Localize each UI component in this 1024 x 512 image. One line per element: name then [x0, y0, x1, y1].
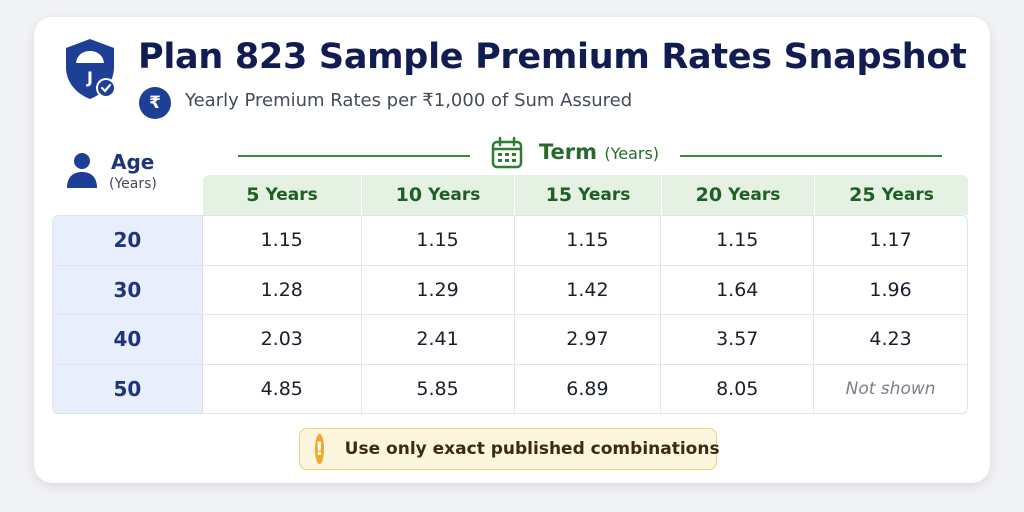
rate-cell: 4.23: [869, 328, 912, 351]
rate-cell: 8.05: [661, 364, 815, 413]
term-header-cell: 5 Years: [203, 175, 362, 215]
rate-cell: 1.15: [515, 216, 662, 265]
rate-cell: 1.15: [661, 216, 815, 265]
table-row: 30 1.28 1.29 1.42 1.64 1.96: [53, 265, 967, 315]
page-title: Plan 823 Sample Premium Rates Snapshot: [138, 37, 967, 77]
rate-cell: 1.15: [203, 216, 362, 265]
rate-cell: 1.42: [515, 265, 662, 314]
term-header-cell: 25 Years: [815, 175, 968, 215]
premium-rates-table: 20 1.15 1.15 1.15 1.15 1.17 30 1.28 1.29…: [52, 215, 968, 414]
term-header-value: 20: [695, 184, 723, 206]
rate-cell: 6.89: [515, 364, 662, 413]
term-header-cell: 15 Years: [515, 175, 662, 215]
term-divider-right: [680, 155, 942, 157]
warning-icon: !: [315, 434, 324, 464]
term-header-value: 25: [849, 184, 876, 206]
page-subtitle: Yearly Premium Rates per ₹1,000 of Sum A…: [185, 90, 633, 111]
age-cell: 40: [53, 315, 203, 364]
rate-cell: 1.15: [362, 216, 515, 265]
table-row: 40 2.03 2.41 2.97 3.57 4.23: [53, 315, 967, 365]
term-header-row: 5 Years 10 Years 15 Years 20 Years 25 Years: [203, 175, 968, 215]
rate-cell: 1.29: [362, 265, 515, 314]
age-cell: 20: [53, 216, 203, 265]
table-row: 20 1.15 1.15 1.15 1.15 1.17: [53, 216, 967, 266]
age-axis-unit: (Years): [109, 176, 157, 192]
table-row: 50 4.85 5.85 6.89 8.05 Not shown: [53, 364, 967, 413]
term-header-unit: Years: [265, 185, 318, 205]
term-header-unit: Years: [881, 185, 934, 205]
term-header-value: 10: [395, 184, 423, 206]
term-header-cell: 20 Years: [662, 175, 815, 215]
person-icon: [67, 153, 97, 188]
rate-cell: 1.28: [203, 265, 362, 314]
calendar-icon: [491, 136, 523, 169]
rate-cell: 1.17: [869, 229, 912, 252]
rate-cell: 1.64: [661, 265, 815, 314]
notice-text: Use only exact published combinations: [344, 439, 720, 459]
rate-cell: 5.85: [362, 364, 515, 413]
rate-cell: 2.03: [203, 315, 362, 364]
rate-cell: 2.41: [362, 315, 515, 364]
term-header-cell: 10 Years: [362, 175, 515, 215]
term-axis-unit: (Years): [604, 144, 660, 163]
term-divider-left: [238, 155, 470, 157]
rate-cell: 3.57: [661, 315, 815, 364]
term-axis-label: Term (Years): [539, 140, 659, 164]
term-header-value: 15: [545, 184, 573, 206]
rate-cell: 1.96: [869, 278, 912, 301]
age-cell: 50: [53, 364, 203, 413]
term-header-unit: Years: [578, 185, 631, 205]
age-cell: 30: [53, 265, 203, 314]
rate-cell: 4.85: [203, 364, 362, 413]
shield-icon: J: [66, 39, 116, 99]
rupee-icon: ₹: [139, 87, 171, 119]
notice-banner: ! Use only exact published combinations: [299, 428, 720, 470]
term-axis-title: Term: [539, 140, 598, 164]
svg-text:J: J: [86, 68, 93, 87]
rate-cell: 2.97: [515, 315, 662, 364]
rate-cell-not-shown: Not shown: [845, 379, 936, 400]
term-header-value: 5: [246, 184, 260, 206]
term-header-unit: Years: [428, 185, 481, 205]
age-axis-label: Age: [111, 150, 155, 174]
term-header-unit: Years: [728, 185, 781, 205]
